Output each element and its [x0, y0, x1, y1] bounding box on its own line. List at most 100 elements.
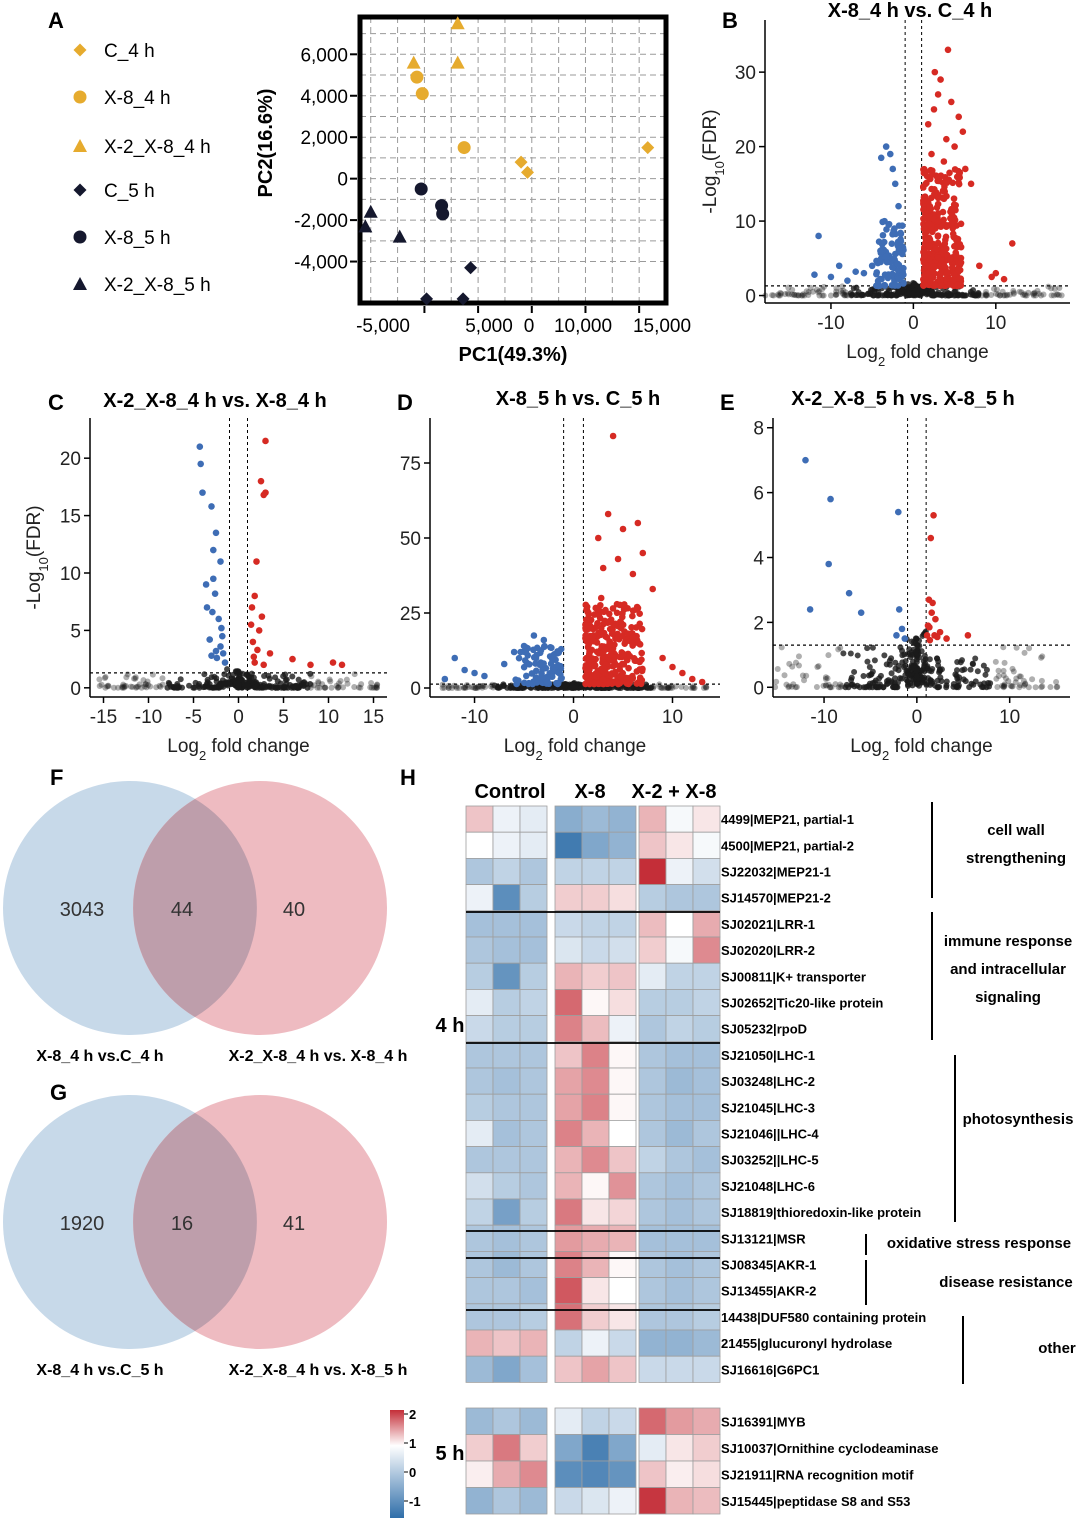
up-point — [956, 240, 964, 248]
ns-point — [1009, 683, 1016, 690]
ns-point — [441, 684, 448, 691]
heatmap-cell — [492, 962, 521, 990]
heatmap-cell — [554, 1120, 583, 1148]
ns-point — [1053, 291, 1060, 298]
ns-point — [373, 683, 380, 690]
heatmap-cell — [608, 1015, 637, 1043]
point-triangle-3-2 — [406, 55, 421, 69]
venn-left-count: 1920 — [60, 1213, 105, 1235]
ns-point — [954, 659, 961, 666]
ns-point — [351, 684, 358, 691]
ns-point — [131, 675, 138, 682]
heatmap-cell — [665, 1067, 694, 1095]
down-point — [554, 661, 562, 669]
ns-point — [822, 675, 829, 682]
point-circle-5-1 — [414, 182, 428, 196]
up-point — [586, 649, 593, 657]
ns-point — [123, 674, 130, 681]
heatmap-cell — [665, 1407, 694, 1435]
ns-point — [1013, 675, 1020, 682]
ns-point — [664, 684, 671, 691]
ns-point — [1050, 292, 1057, 299]
ns-point — [874, 292, 881, 299]
ns-point — [983, 292, 990, 299]
x-tick-label: -5,000 — [356, 316, 410, 337]
up-point — [289, 655, 296, 663]
ns-point — [1012, 679, 1019, 686]
heatmap-cell — [465, 1303, 494, 1331]
legend-label-2: X-8_4 h — [104, 88, 171, 109]
x-tick-label: -5 — [185, 707, 202, 728]
ns-point — [982, 291, 989, 298]
category-label: signaling — [975, 989, 1041, 1006]
heatmap-row-label: SJ02652|Tic20-like protein — [721, 996, 883, 1011]
ns-point — [1001, 683, 1008, 690]
down-point — [881, 282, 889, 289]
x-tick-label: 10 — [999, 707, 1020, 728]
heatmap-cell — [638, 1146, 667, 1174]
ns-point — [1048, 285, 1055, 292]
ns-point — [124, 671, 131, 678]
ns-point — [335, 683, 342, 690]
up-point — [618, 613, 626, 621]
heatmap-cell — [519, 1460, 548, 1488]
heatmap-cell — [554, 1460, 583, 1488]
ns-point — [682, 684, 689, 691]
up-point — [253, 558, 260, 565]
down-point — [211, 590, 219, 597]
down-point — [196, 443, 204, 451]
volcano-title: X-8_5 h vs. C_5 h — [496, 388, 661, 410]
ns-point — [862, 684, 869, 691]
heatmap-cell — [692, 1146, 721, 1174]
ns-point — [988, 291, 995, 298]
pca-plot: 6,000 4,000 2,000 0 -2,000 -4,000 -5,000 5,000 0… — [255, 14, 691, 366]
heatmap-row-label: SJ21050|LHC-1 — [721, 1048, 815, 1063]
y-axis-title: -Log10(FDR) — [24, 505, 51, 609]
ns-point — [914, 291, 921, 298]
ns-point — [902, 658, 909, 665]
color-legend-bar — [390, 1410, 404, 1518]
legend-tick-label: 2 — [409, 1407, 416, 1422]
up-point — [249, 638, 257, 646]
heatmap-cell — [554, 1093, 583, 1121]
up-point — [940, 246, 948, 254]
ns-point — [1039, 653, 1046, 660]
heatmap-cell — [465, 831, 494, 859]
ns-point — [460, 684, 467, 691]
ns-point — [1004, 291, 1011, 298]
heatmap-cell — [519, 962, 548, 990]
up-point — [976, 262, 983, 270]
down-point — [825, 560, 832, 568]
heatmap-cell — [638, 1198, 667, 1226]
ns-point — [820, 682, 827, 689]
heatmap-cell — [692, 910, 721, 938]
up-point — [929, 599, 936, 607]
up-point — [926, 636, 934, 644]
heatmap-cell — [692, 831, 721, 859]
down-point — [515, 677, 522, 684]
up-point — [605, 610, 613, 618]
heatmap-cell — [581, 1277, 610, 1305]
ns-point — [368, 684, 375, 691]
up-point — [624, 604, 631, 612]
heatmap-cell — [692, 962, 721, 990]
ns-point — [815, 663, 822, 670]
heatmap-cell — [638, 884, 667, 912]
up-point — [927, 278, 934, 286]
point-circle-2-1 — [410, 70, 424, 84]
point-diamond-4-3 — [456, 292, 470, 306]
legend-marker-2 — [73, 90, 87, 104]
y-axis-title-part: -Log — [24, 572, 45, 610]
ns-point — [799, 292, 806, 299]
heatmap-cell — [465, 1329, 494, 1357]
down-point — [522, 672, 530, 680]
y-tick-label: 0 — [70, 679, 81, 700]
ns-point — [816, 292, 823, 299]
up-point — [967, 180, 975, 188]
ns-point — [1006, 291, 1013, 298]
ns-point — [795, 653, 802, 660]
ns-point — [96, 682, 103, 689]
up-point — [943, 635, 950, 642]
down-point — [883, 258, 891, 266]
down-point — [835, 262, 843, 270]
